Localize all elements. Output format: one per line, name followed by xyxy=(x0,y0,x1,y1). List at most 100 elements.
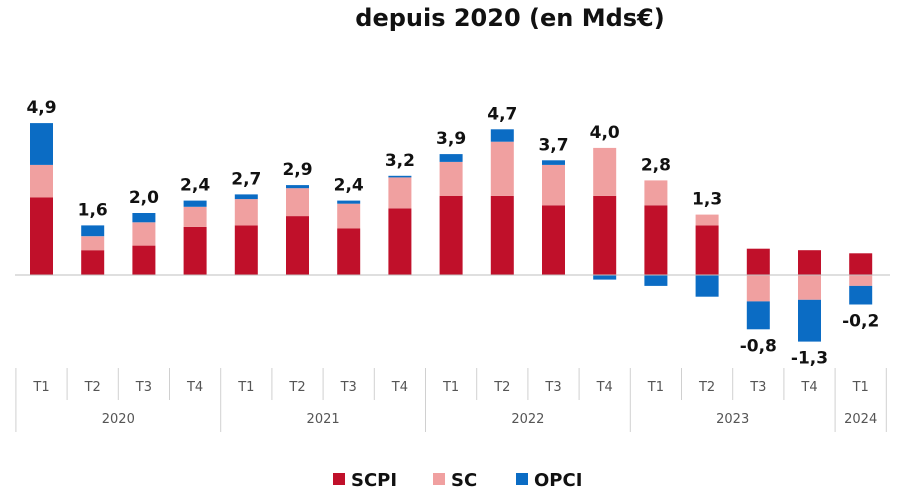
quarter-label-15: T4 xyxy=(800,380,817,395)
data-labels-layer: 4,9 1,6 2,0 2,4 2,7 2,9 2,4 3,2 3,9 4,7 3,7 4,0 2,8 1… xyxy=(26,98,879,369)
bar-scpi-8 xyxy=(439,195,463,275)
legend-swatch-opci xyxy=(516,473,528,485)
bar-sc-11 xyxy=(593,147,617,196)
x-axis: T1 T2 T3 T4 T1 T2 T3 T4 T1 T2 T3 T4 T1 T2 T3 T4 T1 2020 20… xyxy=(15,368,887,432)
data-label-2: 2,0 xyxy=(129,188,159,208)
quarter-label-9: T2 xyxy=(493,380,510,395)
bar-opci-4 xyxy=(234,194,258,200)
year-label-2020: 2020 xyxy=(102,412,135,427)
quarter-label-3: T4 xyxy=(186,380,203,395)
bar-scpi-7 xyxy=(388,208,412,275)
bar-sc-2 xyxy=(132,222,156,246)
quarter-label-5: T2 xyxy=(288,380,305,395)
bar-sc-3 xyxy=(183,206,207,227)
bar-sc-14 xyxy=(746,275,770,302)
quarter-label-13: T2 xyxy=(698,380,715,395)
bar-sc-0 xyxy=(30,164,53,198)
bars-layer xyxy=(30,123,873,342)
bar-sc-12 xyxy=(644,180,668,206)
quarter-label-7: T4 xyxy=(391,380,408,395)
bar-scpi-1 xyxy=(81,250,105,275)
bar-opci-16 xyxy=(849,285,873,305)
quarter-label-1: T2 xyxy=(84,380,101,395)
legend-swatch-scpi xyxy=(333,473,345,485)
bar-scpi-9 xyxy=(490,195,514,275)
bar-opci-6 xyxy=(337,200,361,204)
bar-sc-6 xyxy=(337,203,361,229)
year-label-2021: 2021 xyxy=(307,412,340,427)
bar-opci-13 xyxy=(695,275,719,297)
bar-scpi-3 xyxy=(183,226,207,275)
bar-opci-12 xyxy=(644,275,668,286)
quarter-label-11: T4 xyxy=(596,380,613,395)
legend-label-sc: SC xyxy=(451,470,477,491)
bar-scpi-5 xyxy=(286,216,309,275)
legend: SCPI SC OPCI xyxy=(333,470,582,491)
bar-sc-13 xyxy=(695,214,719,226)
bar-scpi-14 xyxy=(746,248,770,275)
data-label-16: -0,2 xyxy=(842,311,879,331)
year-label-2023: 2023 xyxy=(716,412,749,427)
chart-title: depuis 2020 (en Mds€) xyxy=(355,4,664,32)
bar-opci-7 xyxy=(388,175,412,178)
bar-scpi-10 xyxy=(542,205,565,276)
bar-scpi-0 xyxy=(30,197,53,275)
bar-scpi-15 xyxy=(798,250,821,275)
data-label-9: 4,7 xyxy=(487,104,517,124)
quarter-label-12: T1 xyxy=(647,380,664,395)
data-label-6: 2,4 xyxy=(334,176,364,196)
data-label-15: -1,3 xyxy=(791,349,828,369)
data-label-4: 2,7 xyxy=(231,169,261,189)
quarter-label-14: T3 xyxy=(749,380,766,395)
year-label-2024: 2024 xyxy=(844,412,877,427)
data-label-12: 2,8 xyxy=(641,155,671,175)
bar-opci-15 xyxy=(798,299,821,342)
bar-scpi-4 xyxy=(234,225,258,275)
bar-sc-5 xyxy=(286,188,309,217)
bar-sc-16 xyxy=(849,275,873,286)
bar-sc-4 xyxy=(234,199,258,226)
data-label-5: 2,9 xyxy=(282,160,312,180)
bar-sc-15 xyxy=(798,275,821,300)
bar-scpi-6 xyxy=(337,228,361,275)
data-label-11: 4,0 xyxy=(590,123,620,143)
bar-scpi-12 xyxy=(644,205,668,276)
bar-scpi-11 xyxy=(593,195,617,275)
data-label-8: 3,9 xyxy=(436,129,466,149)
quarter-label-0: T1 xyxy=(32,380,49,395)
bar-scpi-16 xyxy=(849,253,873,275)
bar-opci-0 xyxy=(30,123,53,165)
data-label-13: 1,3 xyxy=(692,190,722,210)
bar-sc-7 xyxy=(388,177,412,209)
bar-scpi-13 xyxy=(695,225,719,275)
quarter-label-16: T1 xyxy=(852,380,869,395)
data-label-0: 4,9 xyxy=(26,98,56,118)
bar-opci-5 xyxy=(286,185,309,189)
quarter-label-8: T1 xyxy=(442,380,459,395)
quarter-label-10: T3 xyxy=(544,380,561,395)
legend-label-scpi: SCPI xyxy=(351,470,397,491)
bar-opci-1 xyxy=(81,225,105,237)
bar-sc-8 xyxy=(439,161,463,196)
bar-opci-9 xyxy=(490,129,514,142)
data-label-1: 1,6 xyxy=(78,200,108,220)
bar-opci-8 xyxy=(439,154,463,162)
data-label-7: 3,2 xyxy=(385,151,415,171)
data-label-10: 3,7 xyxy=(538,135,568,155)
bar-sc-9 xyxy=(490,141,514,196)
quarter-label-6: T3 xyxy=(340,380,357,395)
data-label-3: 2,4 xyxy=(180,176,210,196)
bar-scpi-2 xyxy=(132,245,156,275)
year-label-2022: 2022 xyxy=(511,412,544,427)
bar-opci-10 xyxy=(542,160,565,165)
quarter-label-2: T3 xyxy=(135,380,152,395)
legend-label-opci: OPCI xyxy=(534,470,582,491)
bar-opci-14 xyxy=(746,301,770,330)
bar-sc-1 xyxy=(81,236,105,251)
data-label-14: -0,8 xyxy=(740,336,777,356)
bar-opci-3 xyxy=(183,200,207,207)
bar-opci-2 xyxy=(132,213,156,223)
quarter-label-4: T1 xyxy=(237,380,254,395)
bar-sc-10 xyxy=(542,164,565,206)
bar-opci-11 xyxy=(593,275,617,280)
